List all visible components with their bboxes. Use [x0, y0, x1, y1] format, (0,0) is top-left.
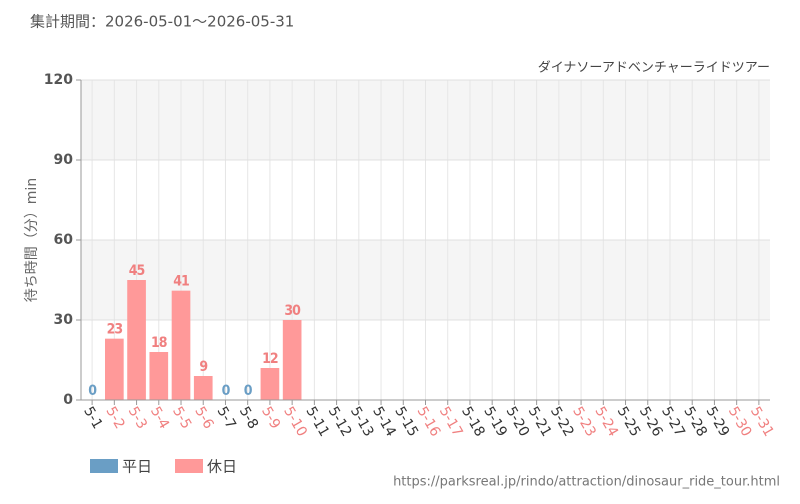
legend-label: 休日	[207, 458, 237, 476]
x-tick-label: 5-8	[236, 404, 261, 432]
value-label: 41	[173, 274, 189, 290]
legend-swatch	[90, 459, 118, 473]
bar	[282, 320, 302, 400]
y-tick-label: 90	[54, 152, 74, 168]
y-tick-label: 30	[54, 312, 74, 328]
y-tick-label: 120	[44, 72, 73, 88]
value-label: 18	[151, 335, 167, 351]
y-tick-label: 60	[54, 232, 74, 248]
value-label: 0	[222, 383, 231, 399]
legend-swatch	[175, 459, 203, 473]
value-label: 23	[107, 322, 123, 338]
value-label: 30	[284, 303, 301, 319]
source-url: https://parksreal.jp/rindo/attraction/di…	[393, 475, 780, 490]
bar	[193, 376, 213, 400]
y-tick-label: 0	[63, 392, 73, 408]
value-label: 9	[199, 359, 207, 375]
x-tick-label: 5-5	[169, 404, 194, 432]
value-label: 0	[88, 383, 97, 399]
y-axis-label: 待ち時間（分）min	[24, 178, 40, 302]
chart-title: 集計期間：2026-05-01～2026-05-31	[30, 13, 294, 31]
value-label: 12	[262, 351, 278, 367]
chart-subtitle: ダイナソーアドベンチャーライドツアー	[538, 61, 770, 76]
x-tick-label: 5-1	[80, 404, 105, 432]
bar	[105, 338, 124, 400]
x-tick-label: 5-4	[147, 404, 172, 432]
bar	[127, 280, 146, 400]
value-label: 0	[244, 383, 253, 399]
x-tick-label: 5-9	[258, 404, 283, 432]
x-tick-label: 5-7	[214, 404, 239, 432]
x-tick-label: 5-3	[125, 404, 150, 432]
bar	[260, 368, 280, 400]
x-tick-label: 5-6	[191, 404, 216, 432]
x-tick-label: 5-2	[102, 404, 127, 432]
legend-label: 平日	[122, 458, 152, 476]
x-tick-label: 5-31	[747, 404, 777, 440]
bar	[149, 352, 169, 400]
value-label: 45	[129, 263, 145, 279]
bar	[171, 290, 191, 400]
